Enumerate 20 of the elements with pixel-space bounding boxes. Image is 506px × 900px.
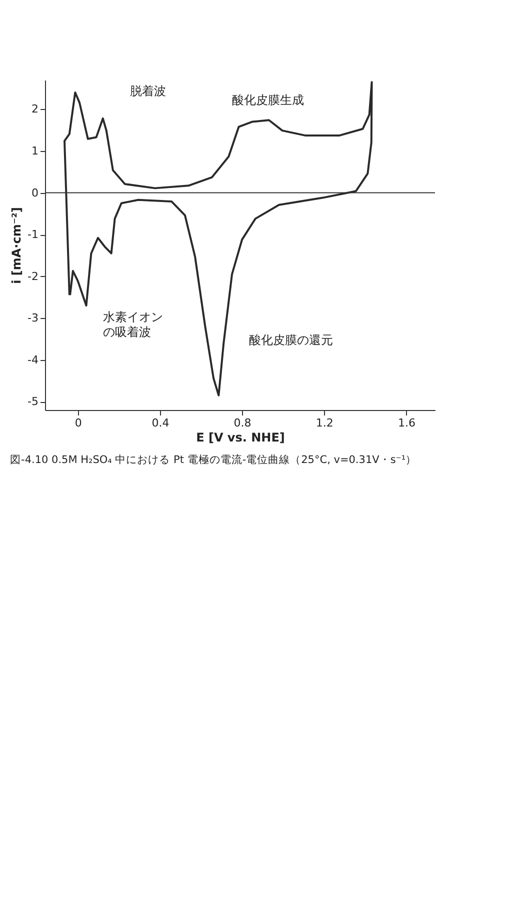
y-tick-label: -5	[28, 395, 38, 408]
x-tick-label: 1.2	[316, 416, 334, 430]
x-tick-label: 1.6	[398, 416, 416, 430]
annotation: 酸化皮膜生成	[232, 93, 304, 107]
text: 図-4.10 0.5M H₂SO₄ 中における Pt 電極の電流-電位曲線（25°C, v=0.31V・s⁻¹）	[10, 453, 417, 466]
x-tick-label: 0.4	[152, 416, 170, 430]
y-tick-label: 2	[32, 102, 38, 116]
x-tick-label: 0	[74, 416, 82, 430]
annotation: 水素イオンの吸着波	[103, 310, 163, 339]
annotation: 酸化皮膜の還元	[249, 333, 333, 347]
y-tick-label: -1	[28, 228, 38, 242]
y-tick-label: 1	[32, 144, 38, 158]
y-axis-title: i [mA·cm⁻²]	[10, 207, 24, 284]
y-tick-label: -4	[28, 353, 38, 366]
y-tick-label: -2	[28, 270, 38, 283]
y-tick-label: -3	[28, 312, 38, 325]
x-tick-label: 0.8	[234, 416, 252, 430]
annotation: 脱着波	[130, 84, 166, 98]
y-tick-label: 0	[32, 186, 38, 200]
x-axis-title: E [V vs. NHE]	[196, 430, 285, 444]
